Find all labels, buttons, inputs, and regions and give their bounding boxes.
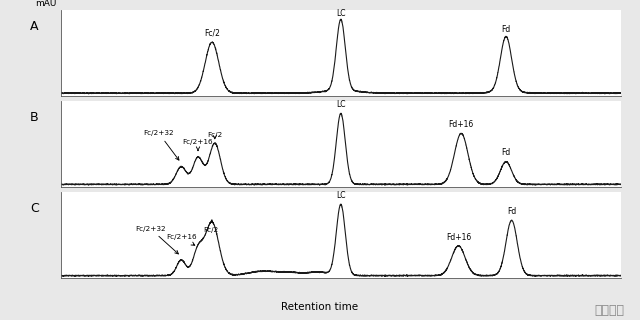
Text: Fc/2: Fc/2 (207, 132, 223, 139)
Text: Fc/2: Fc/2 (204, 29, 220, 38)
Text: Fc/2+32: Fc/2+32 (135, 226, 179, 254)
Text: B: B (30, 111, 38, 124)
Text: Fd: Fd (507, 207, 516, 216)
Text: Fd+16: Fd+16 (449, 120, 474, 129)
Text: Fc/2+32: Fc/2+32 (143, 130, 179, 160)
Text: Fd: Fd (501, 25, 511, 34)
Text: 倍笼生物: 倍笼生物 (594, 304, 624, 317)
Text: LC: LC (336, 100, 346, 109)
Text: mAU: mAU (36, 0, 57, 8)
Text: LC: LC (336, 9, 346, 18)
Text: Retention time: Retention time (282, 302, 358, 312)
Text: LC: LC (336, 191, 346, 201)
Text: C: C (30, 202, 39, 215)
Text: Fd+16: Fd+16 (446, 233, 471, 242)
Text: Fc/2+16: Fc/2+16 (166, 234, 196, 245)
Text: A: A (30, 20, 38, 33)
Text: Fd: Fd (501, 148, 511, 157)
Text: Fc/2: Fc/2 (204, 220, 218, 233)
Text: Fc/2+16: Fc/2+16 (182, 139, 213, 150)
